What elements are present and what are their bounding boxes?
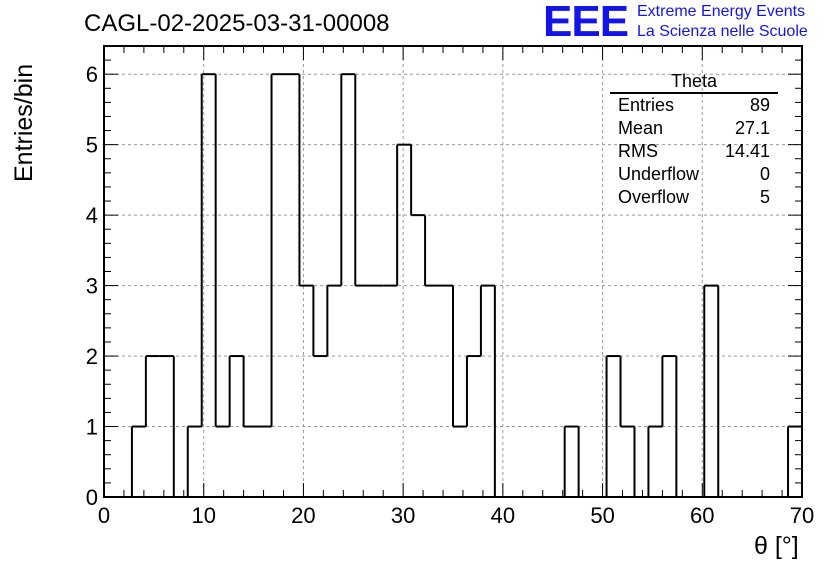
logo-line-2: La Scienza nelle Scuole <box>637 23 808 40</box>
y-tick-label: 0 <box>86 485 98 510</box>
x-axis-label: θ [°] <box>754 532 799 560</box>
stat-row-mean: Mean 27.1 <box>610 117 778 140</box>
stat-value: 27.1 <box>734 118 770 138</box>
stat-label: Entries <box>618 95 675 115</box>
x-tick-label: 10 <box>191 503 215 528</box>
x-tick-label: 20 <box>291 503 315 528</box>
logo-line-1: Extreme Energy Events <box>637 3 806 20</box>
stat-value: 5 <box>759 187 770 207</box>
stats-box: Theta Entries 89 Mean 27.1 RMS 14.41 Und… <box>610 70 778 209</box>
stat-value: 89 <box>749 95 770 115</box>
y-tick-label: 5 <box>86 133 98 158</box>
x-tick-label: 50 <box>590 503 614 528</box>
y-tick-label: 1 <box>86 415 98 440</box>
y-tick-label: 4 <box>86 203 98 228</box>
stat-value: 0 <box>759 164 770 184</box>
stats-title: Theta <box>610 70 778 94</box>
x-tick-label: 40 <box>491 503 515 528</box>
stat-row-overflow: Overflow 5 <box>610 186 778 209</box>
x-tick-label: 30 <box>391 503 415 528</box>
chart-title: CAGL-02-2025-03-31-00008 <box>84 10 390 37</box>
logo-mark: EEE <box>543 0 629 46</box>
stat-value: 14.41 <box>724 141 770 161</box>
y-tick-label: 6 <box>86 62 98 87</box>
stat-label: RMS <box>618 141 658 161</box>
y-tick-label: 3 <box>86 274 98 299</box>
x-tick-label: 70 <box>790 503 814 528</box>
stat-row-entries: Entries 89 <box>610 94 778 117</box>
stat-label: Overflow <box>618 187 690 207</box>
stat-label: Underflow <box>618 164 700 184</box>
x-tick-label: 60 <box>690 503 714 528</box>
y-tick-label: 2 <box>86 344 98 369</box>
x-tick-label: 0 <box>98 503 110 528</box>
stat-row-rms: RMS 14.41 <box>610 140 778 163</box>
stat-row-underflow: Underflow 0 <box>610 163 778 186</box>
stat-label: Mean <box>618 118 664 138</box>
